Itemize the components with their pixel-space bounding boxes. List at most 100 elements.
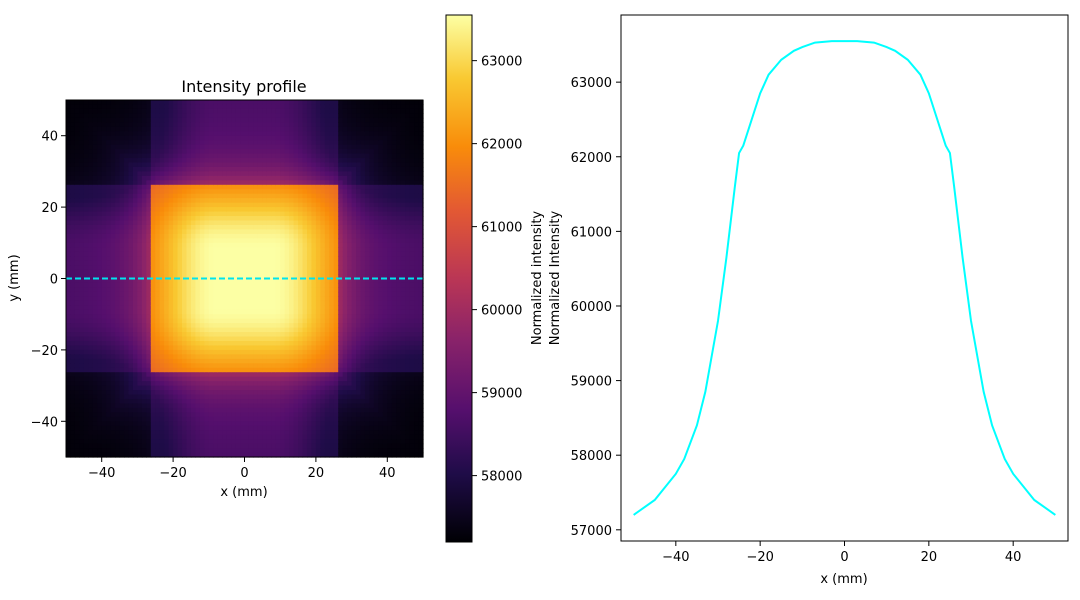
heatmap-cell xyxy=(195,256,201,262)
heatmap-cell xyxy=(213,452,219,458)
heatmap-cell xyxy=(155,224,161,231)
heatmap-cell xyxy=(248,372,255,378)
heatmap-cell xyxy=(190,332,197,338)
heatmap-cell xyxy=(182,158,188,164)
heatmap-cell xyxy=(70,278,76,284)
heatmap-cell xyxy=(124,135,130,141)
heatmap-cell xyxy=(257,403,263,409)
heatmap-cell xyxy=(146,412,152,418)
heatmap-cell xyxy=(137,220,143,226)
heatmap-cell xyxy=(74,443,80,449)
heatmap-cell xyxy=(333,131,339,137)
heatmap-cell xyxy=(293,291,299,297)
heatmap-cell xyxy=(190,412,197,418)
heatmap-cell xyxy=(329,184,335,190)
heatmap-cell xyxy=(141,144,147,150)
heatmap-cell xyxy=(289,407,295,413)
heatmap-cell xyxy=(289,332,295,338)
heatmap-cell xyxy=(195,367,201,373)
heatmap-cell xyxy=(266,113,272,119)
heatmap-cell xyxy=(271,269,277,275)
heatmap-cell xyxy=(284,256,290,262)
heatmap-cell xyxy=(266,430,272,436)
heatmap-cell xyxy=(244,175,250,181)
heatmap-cell xyxy=(311,398,317,405)
heatmap-cell xyxy=(329,153,335,159)
heatmap-cell xyxy=(338,242,344,248)
heatmap-cell xyxy=(213,403,219,409)
heatmap-cell xyxy=(186,407,192,413)
heatmap-cell xyxy=(182,251,188,257)
heatmap-cell xyxy=(329,421,335,427)
heatmap-cell xyxy=(275,211,281,217)
heatmap-cell xyxy=(306,349,313,355)
heatmap-cell xyxy=(240,434,246,440)
heatmap-cell xyxy=(164,207,170,213)
heatmap-cell xyxy=(124,256,130,262)
heatmap-cell xyxy=(253,149,259,155)
heatmap-cell xyxy=(266,184,272,190)
heatmap-cell xyxy=(280,425,286,431)
heatmap-cell xyxy=(88,274,94,280)
heatmap-cell xyxy=(92,113,98,119)
heatmap-cell xyxy=(213,180,219,186)
heatmap-cell xyxy=(168,282,174,289)
heatmap-cell xyxy=(208,211,214,217)
heatmap-cell xyxy=(208,291,214,297)
heatmap-cell xyxy=(248,278,255,284)
heatmap-cell xyxy=(244,211,250,217)
heatmap-cell xyxy=(150,220,156,226)
heatmap-cell xyxy=(240,175,246,181)
heatmap-cell xyxy=(159,220,165,226)
heatmap-cell xyxy=(311,149,317,155)
heatmap-cell xyxy=(119,358,125,364)
heatmap-cell xyxy=(257,135,263,141)
heatmap-cell xyxy=(195,184,201,190)
heatmap-cell xyxy=(186,274,192,280)
heatmap-cell xyxy=(213,278,219,284)
heatmap-cell xyxy=(253,327,259,333)
heatmap-cell xyxy=(66,439,72,445)
heatmap-cell xyxy=(74,180,80,186)
heatmap-cell xyxy=(244,318,250,324)
heatmap-cell xyxy=(217,166,223,172)
heatmap-cell xyxy=(177,345,183,351)
heatmap-cell xyxy=(101,180,107,186)
heatmap-cell xyxy=(320,412,326,418)
heatmap-cell xyxy=(231,314,237,320)
heatmap-cell xyxy=(155,421,161,427)
heatmap-cell xyxy=(92,269,98,275)
heatmap-cell xyxy=(320,296,326,302)
heatmap-cell xyxy=(150,367,156,373)
heatmap-cell xyxy=(302,224,308,231)
heatmap-cell xyxy=(275,448,281,454)
heatmap-cell xyxy=(177,108,183,114)
heatmap-cell xyxy=(231,140,237,146)
heatmap-cell xyxy=(115,300,121,306)
heatmap-cell xyxy=(257,309,263,315)
heatmap-cell xyxy=(208,358,214,364)
heatmap-cell xyxy=(306,193,313,199)
heatmap-cell xyxy=(338,416,344,422)
heatmap-cell xyxy=(141,327,147,333)
heatmap-cell xyxy=(311,434,317,440)
heatmap-cell xyxy=(146,224,152,231)
heatmap-cell xyxy=(88,416,94,422)
heatmap-cell xyxy=(208,398,214,405)
heatmap-cell xyxy=(289,434,295,440)
heatmap-cell xyxy=(186,265,192,271)
heatmap-cell xyxy=(329,207,335,213)
heatmap-cell xyxy=(271,390,277,396)
heatmap-cell xyxy=(124,443,130,449)
heatmap-cell xyxy=(83,193,89,199)
heatmap-cell xyxy=(280,220,286,226)
heatmap-cell xyxy=(302,452,308,458)
heatmap-cell xyxy=(168,269,174,275)
heatmap-cell xyxy=(226,104,232,110)
heatmap-cell xyxy=(119,269,125,275)
heatmap-cell xyxy=(244,345,250,351)
heatmap-cell xyxy=(119,287,125,293)
heatmap-cell xyxy=(284,162,290,168)
heatmap-cell xyxy=(132,184,138,190)
heatmap-cell xyxy=(333,278,339,284)
